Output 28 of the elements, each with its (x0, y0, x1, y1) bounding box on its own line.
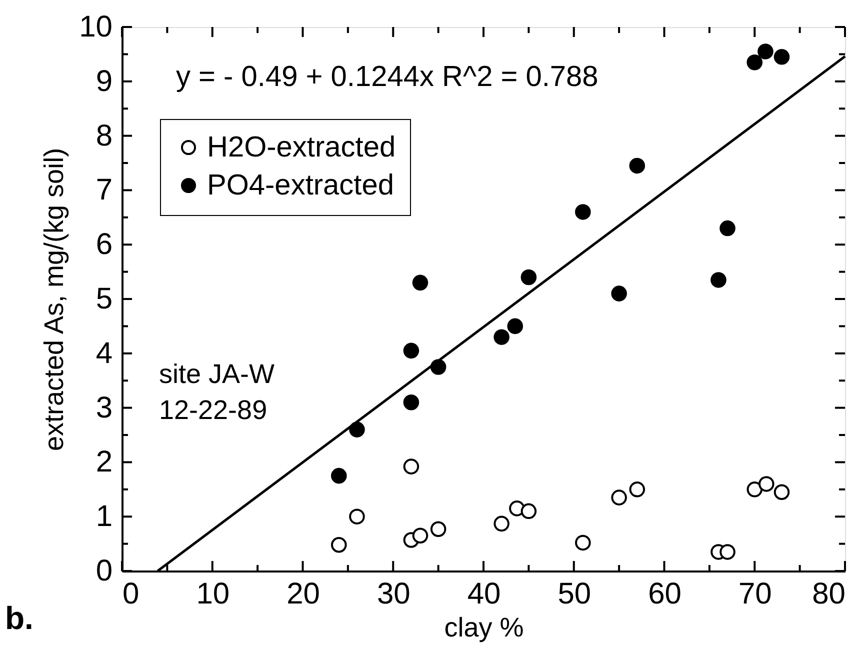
y-tick-label: 0 (96, 554, 112, 588)
y-tick-label: 4 (96, 336, 112, 370)
legend-label: PO4-extracted (207, 170, 394, 202)
y-tick-label: 2 (96, 446, 112, 479)
y-axis-title: extracted As, mg/(kg soil) (39, 148, 70, 452)
x-tick-label: 30 (376, 578, 410, 610)
y-tick-label: 8 (96, 119, 112, 152)
y-tick-label: 5 (96, 282, 112, 316)
x-tick-label: 60 (648, 578, 682, 610)
y-tick-label: 3 (96, 391, 112, 424)
x-tick-label: 80 (812, 578, 846, 610)
y-tick-label: 6 (96, 228, 112, 262)
y-tick-label: 9 (96, 64, 112, 98)
x-tick-label: 0 (122, 578, 140, 610)
x-tick-label: 40 (467, 578, 501, 610)
annotation: y = - 0.49 + 0.1244x R^2 = 0.788 (176, 61, 598, 93)
x-tick-label: 50 (558, 578, 592, 610)
text: b. (5, 600, 34, 636)
x-axis-title: clay % (444, 612, 524, 642)
annotation: 12-22-89 (159, 395, 268, 425)
x-tick-label: 70 (738, 578, 772, 610)
legend-label: H2O-extracted (207, 132, 396, 164)
y-tick-label: 10 (79, 10, 112, 44)
y-tick-label: 7 (96, 174, 112, 207)
x-tick-label: 10 (196, 578, 230, 610)
x-tick-label: 20 (286, 578, 320, 610)
annotation: site JA-W (159, 359, 276, 389)
y-tick-label: 1 (96, 500, 112, 534)
